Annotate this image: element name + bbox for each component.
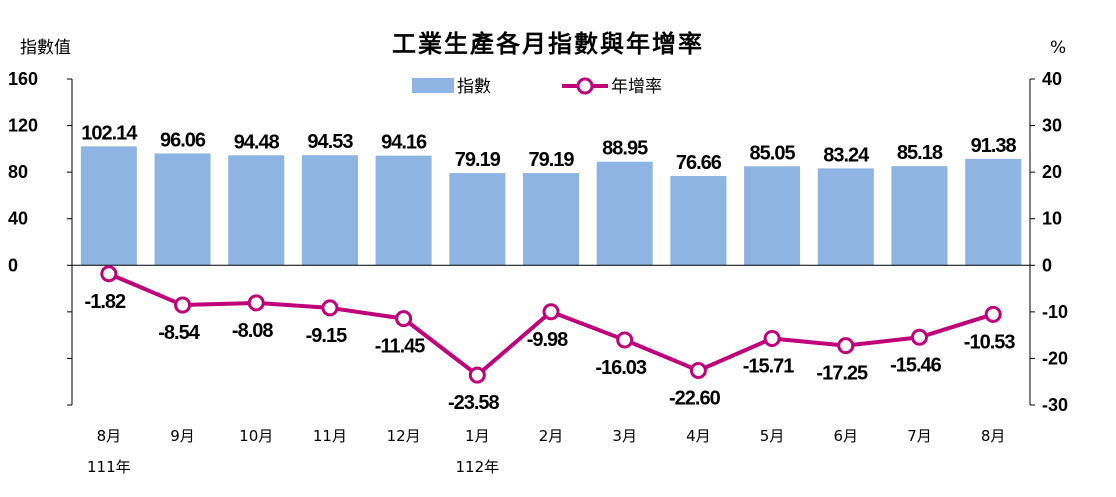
line-value-label: -11.45 — [375, 336, 425, 358]
bar — [744, 166, 801, 266]
bar — [301, 155, 358, 266]
x-tick-label: 9月 — [170, 427, 195, 445]
line-point — [910, 328, 928, 346]
legend-bar-label: 指數 — [457, 77, 491, 97]
right-tick-label: 40 — [1042, 69, 1062, 89]
bar — [670, 176, 727, 266]
line-point — [174, 296, 192, 314]
line-value-label: -9.98 — [527, 329, 568, 351]
x-tick-label: 7月 — [907, 427, 932, 445]
x-tick-label: 8月 — [981, 427, 1006, 445]
right-tick-label: -20 — [1042, 348, 1068, 368]
right-tick-label: 0 — [1042, 255, 1052, 275]
bar-value-label: 94.53 — [307, 131, 353, 153]
line-point — [837, 337, 855, 355]
right-axis-unit: % — [1050, 38, 1066, 58]
plot-area: 0 40 80 120 160 -30 -20 -10 0 10 20 30 40 102.14 96.06… — [8, 69, 1068, 476]
x-tick-label: 1月 — [465, 427, 490, 445]
left-tick-label: 160 — [8, 69, 38, 89]
line-point — [468, 366, 486, 384]
bar-value-label: 76.66 — [676, 152, 722, 174]
line-point — [321, 299, 339, 317]
bar-value-label: 88.95 — [602, 138, 648, 160]
x-tick-label: 5月 — [760, 427, 785, 445]
bar-value-label: 91.38 — [971, 135, 1017, 157]
bar — [891, 166, 948, 266]
right-tick-label: -10 — [1042, 302, 1068, 322]
bar-value-label: 94.48 — [234, 131, 280, 153]
legend: 指數 年增率 — [412, 77, 662, 97]
x-tick-label: 12月 — [387, 427, 421, 445]
x-tick-label: 6月 — [833, 427, 858, 445]
left-tick-label: 120 — [8, 116, 38, 136]
right-tick-label: 10 — [1042, 209, 1062, 229]
line-value-label: -15.46 — [890, 354, 942, 376]
line-value-label: -16.03 — [595, 357, 647, 379]
x-tick-label: 8月 — [97, 427, 122, 445]
line-value-label: -23.58 — [448, 392, 500, 414]
line-value-label: -8.54 — [158, 322, 200, 344]
bar — [375, 155, 432, 266]
chart-title: 工業生產各月指數與年增率 — [392, 29, 704, 58]
bar — [596, 161, 653, 266]
bar-value-label: 94.16 — [381, 132, 427, 154]
x-tick-label: 10月 — [239, 427, 273, 445]
line-point — [542, 303, 560, 321]
bar-value-label: 79.19 — [455, 149, 501, 171]
left-tick-label: 40 — [8, 209, 28, 229]
line-value-label: -9.15 — [306, 325, 347, 347]
right-tick-label: 20 — [1042, 162, 1062, 182]
bar — [449, 173, 506, 266]
x-tick-label: 11月 — [313, 427, 347, 445]
line-point — [395, 310, 413, 328]
line-point — [984, 305, 1002, 323]
x-tick-label: 2月 — [539, 427, 564, 445]
line-value-label: -17.25 — [816, 363, 868, 385]
x-tick-label: 4月 — [686, 427, 711, 445]
left-tick-label: 0 — [8, 255, 18, 275]
right-tick-label: 30 — [1042, 116, 1062, 136]
line-value-label: -1.82 — [85, 291, 126, 313]
bar — [80, 146, 137, 266]
line-point — [763, 329, 781, 347]
left-axis-unit: 指數值 — [20, 38, 71, 58]
x-tick-label: 3月 — [612, 427, 637, 445]
bar — [965, 158, 1022, 266]
year-label: 112年 — [455, 458, 499, 476]
legend-line-marker — [576, 77, 594, 95]
year-label: 111年 — [87, 458, 131, 476]
line-value-label: -22.60 — [669, 388, 721, 410]
legend-line-label: 年增率 — [611, 77, 662, 97]
legend-bar-swatch — [412, 78, 454, 93]
bar — [523, 173, 579, 266]
bar-value-label: 96.06 — [160, 129, 206, 151]
bar-value-label: 85.05 — [750, 142, 796, 164]
bar-value-label: 85.18 — [897, 142, 943, 164]
line-value-label: -10.53 — [964, 331, 1016, 353]
line-value-label: -8.08 — [232, 320, 273, 342]
line-point — [689, 362, 707, 380]
line-point — [247, 294, 265, 312]
bar — [817, 168, 874, 266]
bar — [154, 153, 211, 266]
right-tick-label: -30 — [1042, 395, 1068, 415]
bar-value-label: 102.14 — [81, 122, 138, 144]
line-point — [100, 265, 118, 283]
bar — [228, 155, 285, 266]
bar-value-label: 83.24 — [823, 144, 870, 166]
left-tick-label: 80 — [8, 162, 28, 182]
line-value-label: -15.71 — [743, 355, 795, 377]
line-point — [616, 331, 634, 349]
bar-value-label: 79.19 — [528, 149, 574, 171]
